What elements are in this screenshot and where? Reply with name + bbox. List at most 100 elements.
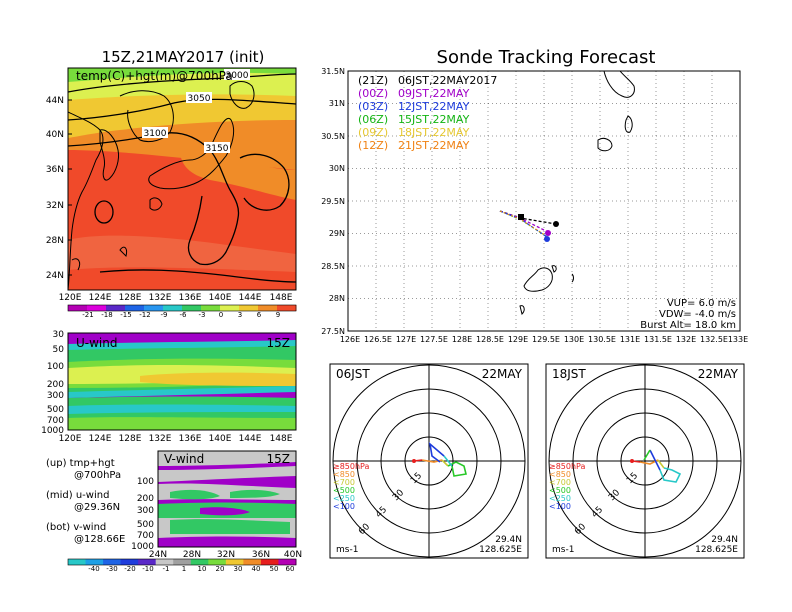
track-lon-label: 132.5E bbox=[700, 335, 728, 344]
temp-colorbar-label: -6 bbox=[180, 311, 188, 319]
v-wind-x-label: 28N bbox=[183, 550, 201, 560]
colorbar-swatch bbox=[201, 305, 221, 311]
colorbar-swatch bbox=[182, 305, 202, 311]
panel-legend-notes: (up) tmp+hgt @700hPa (mid) u-wind @29.36… bbox=[46, 458, 125, 545]
contour-label-3150: 3150 bbox=[206, 144, 229, 154]
v-wind-y-label: 1000 bbox=[131, 542, 154, 552]
vup-value: VUP= 6.0 m/s bbox=[667, 298, 736, 309]
u-wind-y-label: 700 bbox=[47, 416, 64, 426]
legend-12z-jst: 21JST,22MAY bbox=[398, 139, 470, 152]
temp-colorbar-labels: -21 -18 -15 -12 -9 -6 -3 0 3 6 9 bbox=[82, 311, 280, 319]
colorbar-swatch bbox=[120, 559, 139, 565]
map-lat-labels: 44N 40N 36N 32N 28N 24N bbox=[46, 96, 64, 281]
wind-colorbar-label: 1 bbox=[182, 565, 186, 573]
u-wind-y-label: 1000 bbox=[41, 426, 64, 436]
wind-colorbar-label: -10 bbox=[142, 565, 153, 573]
u-wind-x-label: 120E bbox=[59, 434, 82, 444]
contour-labels: 3050 3100 3150 3000 bbox=[142, 69, 250, 154]
u-wind-x-label: 132E bbox=[149, 434, 172, 444]
polar2-unit: ms-1 bbox=[552, 545, 574, 555]
polar1-lon: 128.625E bbox=[479, 545, 522, 555]
wind-colorbar-label: 60 bbox=[286, 565, 295, 573]
v-wind-section: V-wind 15Z 100 200 300 500 700 1000 24N … bbox=[131, 450, 302, 560]
u-wind-time: 15Z bbox=[267, 336, 291, 350]
temp-hgt-map: 15Z,21MAY2017 (init) bbox=[46, 48, 297, 303]
u-wind-x-label: 148E bbox=[270, 434, 293, 444]
wind-colorbar bbox=[67, 558, 297, 566]
polar2-level-legend: ≥850hPa <850 <700 <500 <250 <100 bbox=[549, 462, 586, 511]
tracking-legend: (21Z) 06JST,22MAY2017 (00Z) 09JST,22MAY … bbox=[358, 74, 497, 152]
track-lon-label: 128E bbox=[452, 335, 472, 344]
temp-colorbar-label: -12 bbox=[139, 311, 150, 319]
colorbar-swatch bbox=[85, 559, 104, 565]
map-lon-labels: 120E 124E 128E 132E 136E 140E 144E 148E bbox=[59, 293, 293, 303]
temp-colorbar-label: 0 bbox=[219, 311, 223, 319]
note-up: (up) tmp+hgt bbox=[46, 458, 115, 469]
legend-09z-jst: 18JST,22MAY bbox=[398, 126, 470, 139]
colorbar-swatch bbox=[155, 559, 174, 565]
colorbar-swatch bbox=[225, 559, 244, 565]
v-wind-y-label: 200 bbox=[137, 494, 154, 504]
polar1-level-legend: ≥850hPa <850 <700 <500 <250 <100 bbox=[333, 462, 370, 511]
colorbar-swatch bbox=[68, 305, 88, 311]
track-lat-label: 28.5N bbox=[321, 262, 345, 271]
v-wind-x-label: 40N bbox=[284, 550, 302, 560]
track-lon-label: 128.5E bbox=[476, 335, 504, 344]
level-label: <250 bbox=[549, 494, 571, 503]
colorbar-swatch bbox=[173, 559, 192, 565]
hodograph-06jst: 06JST 22MAY 15 30 45 60 ≥850hPa <850 <70… bbox=[329, 363, 529, 559]
temp-colorbar-label: 3 bbox=[238, 311, 242, 319]
wind-colorbar-label: 50 bbox=[270, 565, 279, 573]
wind-colorbar-label: -30 bbox=[106, 565, 117, 573]
wind-colorbar-label: 30 bbox=[234, 565, 243, 573]
map-field-label: temp(C)+hgt(m)@700hPa bbox=[76, 69, 233, 83]
burst-alt-value: Burst Alt= 18.0 km bbox=[640, 320, 736, 331]
map-lon-label: 144E bbox=[239, 293, 262, 303]
polar2-date: 22MAY bbox=[698, 367, 739, 381]
launch-marker bbox=[518, 214, 524, 220]
polar1-unit: ms-1 bbox=[336, 545, 358, 555]
u-wind-y-labels: 30 50 100 200 300 500 700 1000 bbox=[41, 330, 64, 436]
level-label: ≥850hPa bbox=[549, 462, 586, 471]
u-wind-x-label: 136E bbox=[179, 434, 202, 444]
track-lat-label: 27.5N bbox=[321, 327, 345, 336]
level-label: <500 bbox=[549, 486, 571, 495]
v-wind-x-label: 32N bbox=[217, 550, 235, 560]
polar2-hodograph bbox=[630, 449, 682, 483]
map-frame bbox=[67, 67, 297, 291]
map-lon-label: 132E bbox=[149, 293, 172, 303]
v-wind-x-labels: 24N 28N 32N 36N 40N bbox=[149, 550, 302, 560]
legend-06z-jst: 15JST,22MAY bbox=[398, 113, 470, 126]
map-lat-label: 44N bbox=[46, 96, 64, 106]
tracking-map: Sonde Tracking Forecast (21Z) 06JST, bbox=[321, 47, 748, 344]
colorbar-swatch bbox=[190, 559, 209, 565]
track-endpoint-00z bbox=[545, 230, 551, 236]
track-lat-label: 30.5N bbox=[321, 132, 345, 141]
map-lat-label: 36N bbox=[46, 165, 64, 175]
wind-colorbar-label: 40 bbox=[252, 565, 261, 573]
u-wind-x-label: 124E bbox=[89, 434, 112, 444]
u-wind-section: U-wind 15Z 30 50 100 200 300 500 700 100… bbox=[41, 330, 297, 444]
note-up-level: @700hPa bbox=[74, 470, 121, 481]
wind-colorbar-label: -40 bbox=[88, 565, 99, 573]
wind-colorbar-label: 20 bbox=[216, 565, 225, 573]
u-wind-label: U-wind bbox=[76, 336, 117, 350]
colorbar-swatch bbox=[243, 559, 262, 565]
track-lon-label: 126.5E bbox=[364, 335, 392, 344]
colorbar-swatch bbox=[87, 305, 107, 311]
contour-label-3000: 3000 bbox=[226, 71, 249, 81]
level-label: <700 bbox=[333, 478, 355, 487]
level-label: <850 bbox=[333, 470, 355, 479]
track-lat-label: 31.5N bbox=[321, 67, 345, 76]
u-wind-y-label: 300 bbox=[47, 391, 64, 401]
map-lon-label: 148E bbox=[270, 293, 293, 303]
track-lon-label: 131E bbox=[620, 335, 640, 344]
track-lon-label: 131.5E bbox=[644, 335, 672, 344]
tracking-title: Sonde Tracking Forecast bbox=[437, 47, 656, 68]
contour-label-3100: 3100 bbox=[144, 129, 167, 139]
note-bot: (bot) v-wind bbox=[46, 522, 106, 533]
note-bot-value: @128.66E bbox=[74, 534, 125, 545]
u-wind-x-label: 140E bbox=[209, 434, 232, 444]
track-lat-label: 29N bbox=[329, 229, 345, 238]
